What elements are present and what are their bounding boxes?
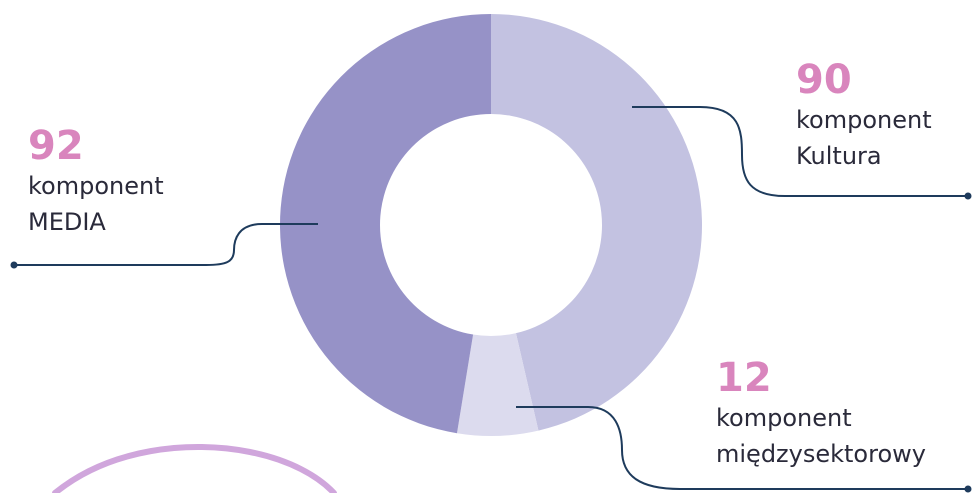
miedzysektorowy-value: 12 — [716, 355, 772, 401]
miedzysektorowy-line2: międzysektorowy — [716, 440, 926, 468]
kultura-value: 90 — [796, 57, 852, 103]
label-kultura: 90 komponent Kultura — [796, 58, 932, 174]
leader-miedzysektorowy — [516, 406, 968, 490]
donut-slices — [279, 14, 702, 436]
miedzysektorowy-line1: komponent — [716, 404, 852, 432]
label-media: 92 komponent MEDIA — [28, 124, 164, 240]
slice-2 — [456, 333, 539, 436]
decorative-curve — [52, 443, 337, 493]
leader-media-dot — [10, 261, 18, 269]
leader-lines — [10, 106, 972, 493]
kultura-line1: komponent — [796, 106, 932, 134]
slice-3 — [279, 14, 491, 434]
media-line1: komponent — [28, 172, 164, 200]
leader-kultura-dot — [964, 192, 972, 200]
leader-kultura — [632, 106, 968, 197]
kultura-line2: Kultura — [796, 142, 882, 170]
slice-1 — [491, 14, 702, 431]
media-line2: MEDIA — [28, 208, 106, 236]
label-miedzysektorowy: 12 komponent międzysektorowy — [716, 356, 926, 472]
leader-media — [14, 223, 318, 266]
leader-miedzysektorowy-dot — [964, 485, 972, 493]
media-value: 92 — [28, 123, 84, 169]
